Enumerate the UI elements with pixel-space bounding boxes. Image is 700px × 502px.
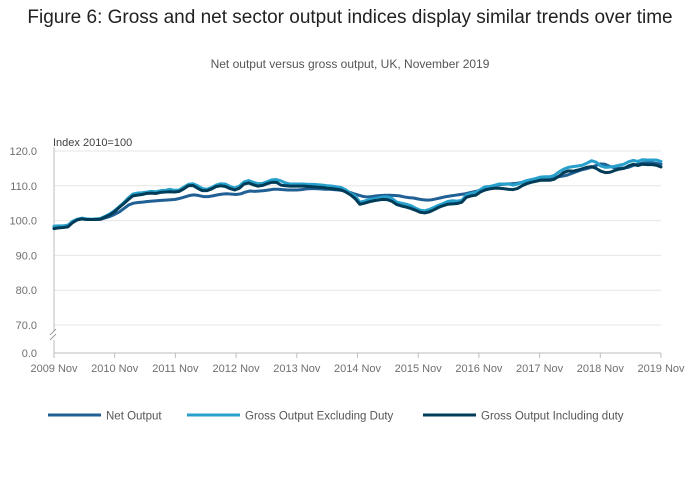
y-tick-label: 0.0	[22, 348, 37, 360]
y-tick-label: 80.0	[16, 285, 37, 297]
series-lines	[52, 158, 663, 231]
series-line-2	[52, 158, 663, 228]
x-tick-label: 2017 Nov	[516, 363, 564, 375]
x-tick-label: 2009 Nov	[30, 363, 78, 375]
x-tick-label: 2015 Nov	[395, 363, 443, 375]
x-tick-label: 2012 Nov	[213, 363, 261, 375]
legend-item-label: Gross Output Including duty	[481, 411, 624, 423]
y-axis-label: Index 2010=100	[53, 137, 132, 149]
series-line-3	[52, 162, 663, 231]
x-tick-label: 2018 Nov	[577, 363, 625, 375]
axis-break-mark	[49, 328, 57, 336]
chart-subtitle: Net output versus gross output, UK, Nove…	[210, 57, 490, 71]
x-tick-label: 2019 Nov	[637, 363, 685, 375]
y-axis: 0.0 70.0 80.0 90.0 100.0 110.0 120.0	[9, 146, 59, 360]
y-tick-label: 110.0	[10, 181, 37, 193]
legend: Net Output Gross Output Excluding Duty Gro…	[48, 411, 624, 423]
chart-title: Figure 6: Gross and net sector output in…	[27, 7, 673, 28]
x-tick-label: 2013 Nov	[273, 363, 321, 375]
y-tick-label: 100.0	[9, 216, 37, 228]
axis-break-mark	[49, 333, 57, 341]
legend-item-label: Net Output	[106, 411, 162, 423]
x-tick-label: 2011 Nov	[152, 363, 199, 375]
y-tick-label: 70.0	[16, 320, 37, 332]
x-tick-label: 2014 Nov	[334, 363, 382, 375]
y-tick-label: 90.0	[16, 250, 37, 262]
gridlines	[54, 150, 661, 354]
x-tick-label: 2016 Nov	[455, 363, 503, 375]
legend-item-label: Gross Output Excluding Duty	[245, 411, 394, 423]
x-axis: 2009 Nov 2010 Nov 2011 Nov 2012 Nov 2013 Nov…	[30, 353, 685, 375]
y-tick-label: 120.0	[9, 146, 37, 158]
x-tick-label: 2010 Nov	[91, 363, 139, 375]
